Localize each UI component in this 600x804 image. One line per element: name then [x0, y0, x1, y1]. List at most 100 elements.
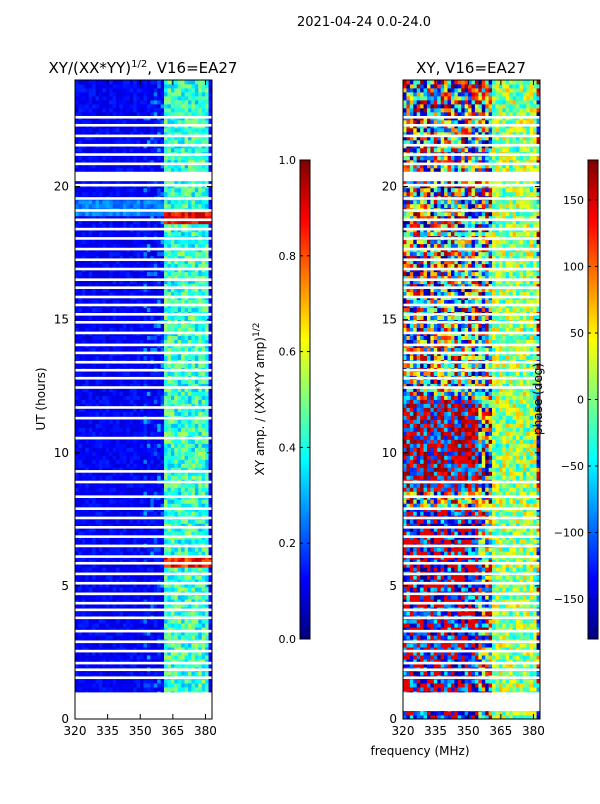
flagged-row: [403, 332, 540, 335]
flagged-row: [75, 573, 212, 576]
flagged-row: [75, 507, 212, 510]
flagged-row: [403, 228, 540, 231]
flagged-row: [75, 602, 212, 605]
flagged-row: [75, 296, 212, 299]
flagged-band: [75, 694, 212, 710]
flagged-row: [403, 582, 540, 585]
flagged-row: [75, 369, 212, 372]
flagged-row: [75, 278, 212, 281]
flagged-row: [75, 352, 212, 355]
flagged-row: [75, 286, 212, 289]
amplitude-colorbar-label: XY amp. / (XX*YY amp)1/2: [252, 323, 267, 476]
flagged-row: [403, 609, 540, 612]
y-tick-label: 15: [382, 313, 397, 327]
flagged-row: [75, 248, 212, 251]
flagged-row: [75, 593, 212, 596]
x-axis-label: frequency (MHz): [370, 744, 469, 758]
flagged-row: [75, 555, 212, 558]
y-tick-label: 20: [382, 180, 397, 194]
flagged-row: [403, 248, 540, 251]
flagged-row: [403, 218, 540, 221]
flagged-row: [75, 377, 212, 380]
flagged-row: [75, 184, 212, 187]
left-panel-title: XY/(XX*YY)1/2, V16=EA27: [49, 59, 238, 77]
flagged-row: [75, 228, 212, 231]
flagged-row: [403, 296, 540, 299]
flagged-row: [75, 163, 212, 166]
flagged-row: [403, 197, 540, 200]
flagged-row: [403, 593, 540, 596]
flagged-row: [403, 352, 540, 355]
flagged-row: [75, 562, 212, 565]
no-data-region: [75, 711, 212, 719]
flagged-row: [403, 116, 540, 119]
x-tick-label: 380: [522, 724, 545, 738]
flagged-row: [403, 135, 540, 138]
flagged-row: [75, 582, 212, 585]
flagged-row: [75, 437, 212, 440]
flagged-row: [75, 676, 212, 679]
y-tick-label: 20: [54, 180, 69, 194]
flagged-row: [75, 332, 212, 335]
y-tick-label: 0: [389, 712, 397, 726]
flagged-band: [403, 172, 540, 181]
flagged-row: [403, 163, 540, 166]
flagged-row: [75, 116, 212, 119]
flagged-row: [403, 344, 540, 347]
colorbar-tick-label: 50: [570, 327, 584, 340]
flagged-row: [403, 517, 540, 520]
flagged-row: [75, 617, 212, 620]
flagged-row: [403, 545, 540, 548]
flagged-row: [75, 237, 212, 240]
flagged-band: [75, 172, 212, 181]
flagged-row: [75, 304, 212, 307]
flagged-row: [75, 124, 212, 127]
flagged-row: [75, 495, 212, 498]
amplitude-colorbar: 0.00.20.40.60.81.0 XY amp. / (XX*YY amp)…: [252, 154, 310, 646]
flagged-row: [75, 526, 212, 529]
colorbar-tick-label: −50: [561, 460, 584, 473]
flagged-row: [403, 258, 540, 261]
flagged-row: [403, 676, 540, 679]
right-panel-title: XY, V16=EA27: [416, 59, 526, 77]
flagged-row: [403, 278, 540, 281]
colorbar-tick-label: 0.2: [279, 537, 297, 550]
flagged-row: [403, 617, 540, 620]
flagged-row: [403, 573, 540, 576]
flagged-row: [403, 602, 540, 605]
x-tick-label: 320: [64, 724, 87, 738]
flagged-row: [403, 640, 540, 643]
flagged-row: [75, 545, 212, 548]
x-tick-label: 335: [96, 724, 119, 738]
phase-colorbar-label: phase (deg): [531, 363, 545, 435]
flagged-row: [75, 197, 212, 200]
flagged-row: [403, 630, 540, 633]
flagged-row: [75, 662, 212, 665]
flagged-row: [75, 650, 212, 653]
x-tick-label: 320: [392, 724, 415, 738]
colorbar-tick-label: 0.8: [279, 250, 297, 263]
flagged-row: [75, 144, 212, 147]
y-tick-label: 5: [61, 579, 69, 593]
flagged-row: [403, 507, 540, 510]
colorbar-tick-label: 0.0: [279, 633, 297, 646]
flagged-row: [403, 153, 540, 156]
left-y-axis-label: UT (hours): [34, 367, 48, 430]
y-tick-label: 10: [54, 446, 69, 460]
flagged-row: [75, 470, 212, 473]
x-tick-label: 365: [489, 724, 512, 738]
flagged-row: [403, 313, 540, 316]
colorbar-tick-label: 150: [563, 194, 584, 207]
y-tick-label: 10: [382, 446, 397, 460]
flagged-row: [75, 630, 212, 633]
colorbar-tick-label: 0.4: [279, 441, 297, 454]
flagged-row: [75, 609, 212, 612]
x-tick-label: 350: [129, 724, 152, 738]
flagged-row: [403, 144, 540, 147]
flagged-row: [75, 386, 212, 389]
colorbar-tick-label: 0: [577, 394, 584, 407]
right-heatmap: [403, 80, 540, 719]
flagged-row: [403, 268, 540, 271]
